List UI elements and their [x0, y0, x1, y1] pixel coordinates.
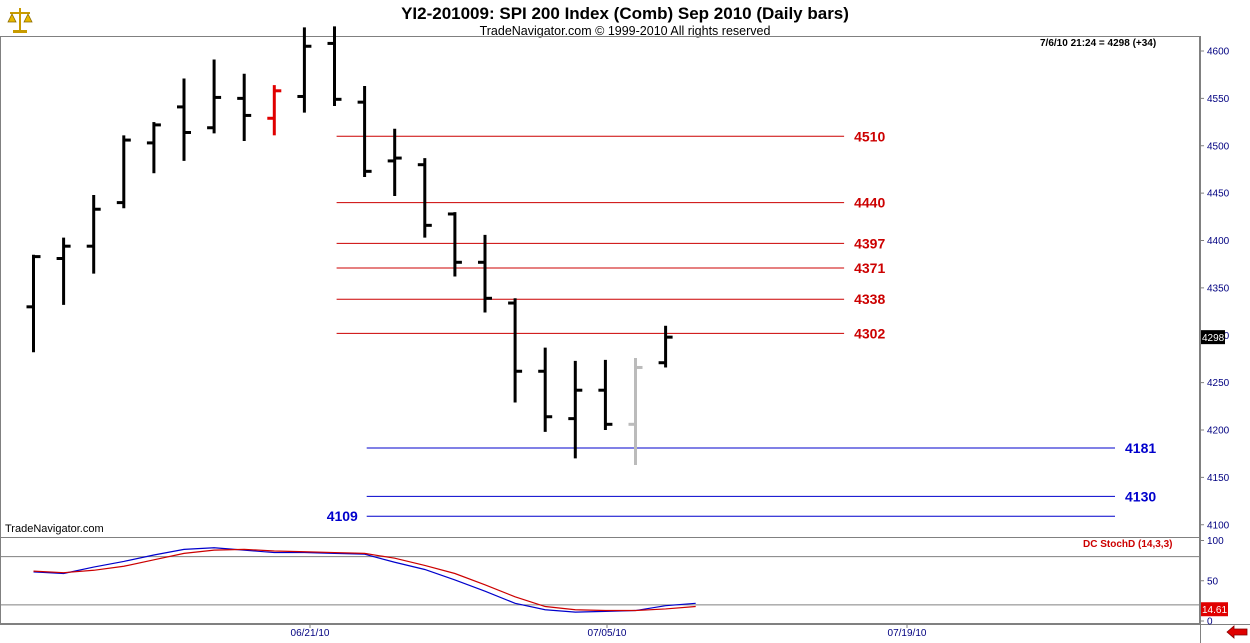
- ohlc-bar: [207, 59, 222, 134]
- ohlc-bar: [417, 158, 432, 238]
- level-label-4371: 4371: [854, 260, 885, 276]
- stoch-last-box: [1201, 602, 1228, 617]
- ohlc-bar: [568, 360, 583, 459]
- stoch-tick-label: 50: [1207, 576, 1219, 587]
- y-tick-label: 4600: [1207, 47, 1230, 58]
- level-label-4510: 4510: [854, 128, 885, 144]
- ohlc-bar: [387, 128, 402, 196]
- ohlc-bar: [357, 86, 372, 178]
- level-label-4338: 4338: [854, 291, 885, 307]
- stoch-d-line: [33, 548, 696, 612]
- ohlc-bar: [658, 325, 673, 368]
- ohlc-bar: [297, 27, 312, 113]
- stoch-k-line: [33, 547, 696, 613]
- ohlc-bar: [177, 78, 191, 161]
- stoch-title: DC StochD (14,3,3): [1083, 539, 1172, 550]
- ohlc-bar: [478, 234, 492, 313]
- ohlc-bar: [86, 195, 101, 274]
- red-left-arrow-icon[interactable]: [1226, 625, 1248, 639]
- ohlc-bar: [508, 298, 523, 403]
- stoch-tick-label: 100: [1207, 536, 1224, 547]
- x-tick-label: 07/19/10: [888, 628, 927, 639]
- ohlc-bar: [237, 73, 252, 142]
- y-tick-label: 4150: [1207, 473, 1230, 484]
- ohlc-bar: [116, 135, 131, 209]
- ohlc-bar: [327, 26, 342, 106]
- ohlc-bar: [146, 122, 161, 174]
- stoch-last-label: 14.61: [1202, 605, 1227, 616]
- y-tick-label: 4200: [1207, 426, 1230, 437]
- price-status: 7/6/10 21:24 = 4298 (+34): [1040, 38, 1157, 49]
- ohlc-bar: [628, 357, 643, 466]
- y-tick-label: 4350: [1207, 283, 1230, 294]
- level-label-4440: 4440: [854, 195, 885, 211]
- x-tick-label: 07/05/10: [588, 628, 627, 639]
- ohlc-bar: [26, 254, 41, 353]
- ohlc-bar: [538, 347, 553, 432]
- last-price-label: 4298: [1202, 333, 1225, 344]
- watermark: TradeNavigator.com: [5, 523, 104, 535]
- ohlc-bar: [56, 237, 71, 305]
- y-tick-label: 4450: [1207, 189, 1230, 200]
- level-label-4130: 4130: [1125, 488, 1156, 504]
- chart-title: YI2-201009: SPI 200 Index (Comb) Sep 201…: [401, 4, 849, 23]
- y-tick-label: 4250: [1207, 378, 1230, 389]
- level-label-4109: 4109: [327, 508, 358, 524]
- ohlc-bar: [447, 212, 462, 277]
- y-tick-label: 4100: [1207, 520, 1230, 531]
- x-tick-label: 06/21/10: [291, 628, 330, 639]
- ohlc-bar: [267, 85, 282, 136]
- chart-frame: [0, 36, 1200, 624]
- y-tick-label: 4500: [1207, 141, 1230, 152]
- balance-scale-icon[interactable]: [4, 4, 36, 36]
- chart-subtitle: TradeNavigator.com © 1999-2010 All right…: [479, 24, 771, 38]
- y-tick-label: 4550: [1207, 94, 1230, 105]
- level-label-4397: 4397: [854, 235, 885, 251]
- last-price-box: [1201, 330, 1225, 345]
- level-label-4181: 4181: [1125, 440, 1156, 456]
- ohlc-bar: [598, 359, 613, 430]
- y-tick-label: 4400: [1207, 236, 1230, 247]
- stoch-tick-label: 0: [1207, 617, 1213, 628]
- level-label-4302: 4302: [854, 325, 885, 341]
